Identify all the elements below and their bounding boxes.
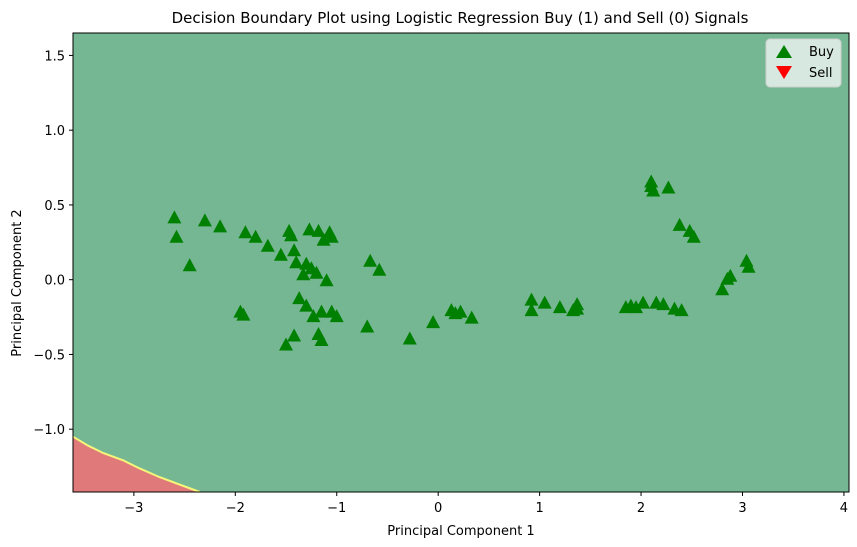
plot-area [72,32,850,493]
buy-point [329,309,344,323]
x-tick-label: 1 [535,501,543,516]
buy-point [302,222,317,236]
buy-point [314,304,329,318]
buy-point [524,292,539,306]
x-axis-label: Principal Component 1 [387,524,534,539]
buy-point [279,337,293,351]
plot-frame [72,32,850,493]
buy-point [426,315,441,329]
buy-point [311,223,326,237]
buy-point [656,297,671,311]
buy-point [324,229,339,243]
buy-point [169,229,184,243]
buy-point [570,301,585,315]
buy-point [372,262,387,276]
x-tick-label: −3 [124,501,143,516]
buy-point [238,225,253,239]
buy-point [309,265,324,279]
y-tick-label: 1.5 [44,49,65,64]
x-tick-label: −2 [226,501,245,516]
buy-point [213,219,228,233]
buy-region [73,33,849,492]
legend-buy-marker [776,45,792,58]
buy-point [715,282,730,296]
buy-point [292,291,307,305]
buy-point [402,331,417,345]
y-tick-label: −1.0 [33,423,65,438]
buy-point [197,213,212,227]
buy-point [306,309,321,323]
legend-sell-marker [776,66,792,79]
buy-point [167,210,182,224]
y-axis-label: Principal Component 2 [10,209,25,356]
buy-point [524,303,539,317]
buy-point [686,229,701,243]
buy-point [284,228,299,242]
y-tick-label: 1.0 [44,124,65,139]
x-axis: −3 −2 −1 0 1 2 3 4 [124,492,848,516]
buy-point [674,303,689,317]
buy-point [319,273,334,287]
buy-point [314,333,329,346]
y-tick-label: −0.5 [33,348,65,363]
x-tick-label: 2 [637,501,645,516]
buy-point [741,259,756,273]
buy-point [182,258,197,272]
buy-point [296,267,311,281]
buy-point [661,180,676,194]
buy-point [464,310,479,324]
x-tick-label: −1 [327,501,346,516]
y-axis: −1.0 −0.5 0.0 0.5 1.0 1.5 [33,49,73,438]
buy-point [723,268,738,282]
buy-point [552,300,567,314]
buy-point [273,247,288,261]
x-tick-label: 4 [840,501,848,516]
legend-sell-label: Sell [809,66,832,81]
sell-region [73,436,200,492]
markers [167,174,756,351]
buy-point [629,300,643,314]
buy-point [646,183,661,197]
decision-boundary [72,435,201,493]
buy-point [453,304,468,318]
buy-point [672,217,687,231]
buy-point [299,298,314,312]
buy-point [537,295,552,309]
buy-point [360,319,375,333]
buy-point [636,295,651,309]
x-tick-label: 0 [434,501,442,516]
buy-point [287,243,302,257]
buy-point [236,307,251,321]
y-tick-label: 0.0 [44,274,65,289]
buy-point [260,238,275,252]
legend-buy-label: Buy [809,45,834,60]
y-tick-label: 0.5 [44,199,65,214]
buy-point [363,253,378,267]
buy-point [287,328,302,342]
buy-point [248,229,263,243]
buy-point [289,255,304,269]
chart-title: Decision Boundary Plot using Logistic Re… [172,9,749,27]
x-tick-label: 3 [738,501,746,516]
legend: Buy Sell [765,38,842,88]
